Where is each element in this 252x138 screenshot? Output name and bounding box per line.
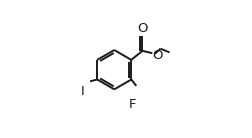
Text: I: I	[81, 85, 85, 98]
Text: O: O	[152, 49, 163, 62]
Text: F: F	[129, 98, 137, 111]
Text: O: O	[138, 22, 148, 35]
